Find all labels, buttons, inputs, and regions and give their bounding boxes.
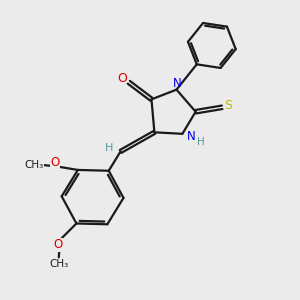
Text: H: H (197, 137, 205, 147)
Text: O: O (53, 238, 62, 251)
Text: N: N (173, 77, 182, 90)
Text: N: N (187, 130, 196, 143)
Text: O: O (50, 156, 60, 169)
Text: CH₃: CH₃ (24, 160, 43, 170)
Text: O: O (117, 72, 127, 85)
Text: CH₃: CH₃ (49, 260, 68, 269)
Text: H: H (105, 143, 114, 153)
Text: S: S (225, 99, 232, 112)
